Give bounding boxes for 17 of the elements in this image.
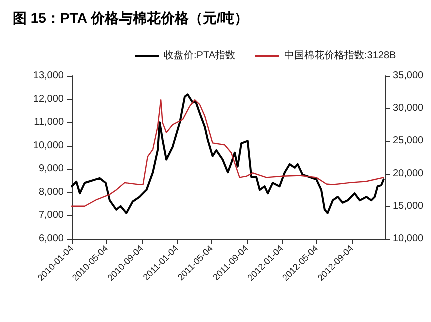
chart-title: 图 15：PTA 价格与棉花价格（元/吨） [13, 10, 249, 26]
y2-tick-label: 35,000 [393, 70, 424, 82]
y-tick-label: 9,000 [38, 164, 64, 175]
y-tick-label: 12,000 [33, 94, 64, 105]
y-tick-label: 13,000 [33, 70, 64, 82]
y2-tick-label: 25,000 [393, 136, 424, 147]
y2-tick-label: 30,000 [393, 103, 424, 114]
y2-tick-label: 15,000 [393, 200, 424, 212]
y2-tick-label: 10,000 [393, 234, 424, 244]
y-tick-label: 11,000 [34, 117, 64, 128]
y-tick-label: 10,000 [33, 140, 64, 152]
y-tick-label: 6,000 [38, 234, 64, 244]
y-tick-label: 8,000 [38, 186, 64, 198]
y-tick-label: 7,000 [38, 210, 64, 222]
legend-label: 中国棉花价格指数:3128B [284, 50, 397, 62]
y2-tick-label: 20,000 [393, 168, 424, 180]
legend-label: 收盘价:PTA指数 [164, 50, 236, 62]
